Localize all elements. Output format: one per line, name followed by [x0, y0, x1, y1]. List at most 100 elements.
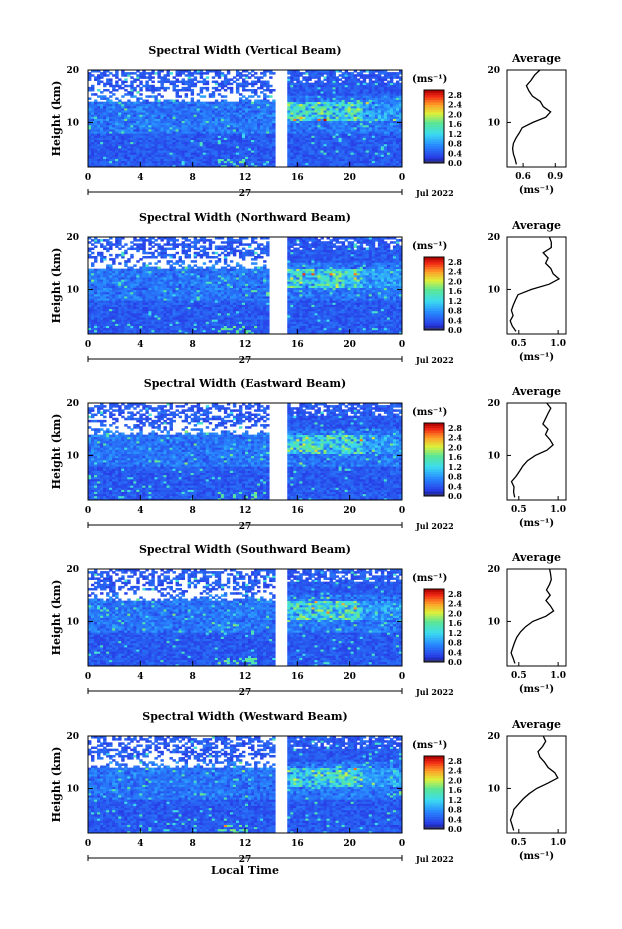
heatmap-cell: [151, 270, 155, 274]
heatmap-cell: [139, 302, 143, 305]
heatmap-cell: [248, 124, 252, 128]
heatmap-cell: [181, 160, 186, 164]
heatmap-cell: [100, 260, 104, 263]
heatmap-cell: [91, 239, 95, 242]
heatmap-cell: [88, 289, 92, 293]
heatmap-cell: [335, 107, 339, 111]
heatmap-cell: [163, 88, 167, 92]
heatmap-cell: [220, 135, 225, 138]
heatmap-cell: [323, 101, 327, 105]
heatmap-cell: [347, 158, 352, 162]
heatmap-cell: [235, 122, 240, 126]
heatmap-cell: [257, 112, 261, 115]
heatmap-cell: [395, 162, 400, 166]
heatmap-cell: [377, 70, 382, 73]
heatmap-cell: [115, 148, 119, 151]
heatmap-cell: [154, 323, 158, 326]
colorbar-swatch: [424, 126, 444, 130]
heatmap-cell: [163, 99, 167, 103]
heatmap-cell: [311, 122, 315, 126]
heatmap-cell: [359, 93, 364, 96]
heatmap-cell: [88, 323, 92, 326]
heatmap-cell: [97, 308, 101, 312]
heatmap-cell: [148, 287, 152, 291]
heatmap-cell: [154, 118, 158, 122]
heatmap-cell: [130, 101, 134, 105]
heatmap-cell: [91, 296, 95, 299]
heatmap-cell: [341, 150, 346, 153]
heatmap-cell: [133, 145, 137, 149]
heatmap-cell: [356, 107, 361, 111]
heatmap-cell: [368, 118, 373, 122]
heatmap-cell: [371, 143, 376, 147]
heatmap-cell: [317, 137, 321, 140]
heatmap-cell: [326, 93, 330, 96]
heatmap-cell: [118, 162, 122, 166]
heatmap-cell: [257, 95, 261, 98]
heatmap-cell: [208, 139, 213, 143]
heatmap-cell: [112, 258, 116, 261]
heatmap-cell: [91, 325, 95, 329]
heatmap-cell: [148, 139, 152, 143]
heatmap-cell: [223, 107, 228, 111]
heatmap-cell: [202, 145, 207, 149]
heatmap-cell: [241, 118, 246, 122]
heatmap-cell: [241, 152, 246, 155]
heatmap-cell: [305, 76, 309, 79]
heatmap-cell: [100, 306, 104, 310]
heatmap-cell: [121, 124, 125, 128]
heatmap-cell: [88, 118, 92, 122]
heatmap-cell: [130, 315, 134, 318]
heatmap-cell: [290, 143, 294, 147]
heatmap-cell: [154, 110, 158, 113]
heatmap-cell: [91, 272, 95, 276]
heatmap-cell: [217, 133, 222, 136]
heatmap-cell: [172, 116, 176, 119]
heatmap-cell: [389, 76, 394, 79]
heatmap-cell: [136, 74, 140, 77]
heatmap-cell: [136, 315, 140, 318]
heatmap-cell: [202, 101, 207, 105]
heatmap-cell: [362, 135, 367, 138]
heatmap-cell: [392, 150, 397, 153]
heatmap-cell: [344, 105, 349, 109]
heatmap-cell: [130, 122, 134, 126]
heatmap-cell: [169, 160, 173, 164]
heatmap-cell: [302, 120, 306, 124]
heatmap-cell: [269, 118, 273, 122]
heatmap-cell: [148, 84, 152, 88]
heatmap-cell: [238, 93, 243, 96]
heatmap-cell: [311, 110, 315, 113]
heatmap-cell: [392, 133, 397, 136]
heatmap-cell: [115, 156, 119, 159]
heatmap-cell: [266, 162, 270, 166]
heatmap-cell: [100, 114, 104, 117]
heatmap-cell: [374, 86, 379, 90]
heatmap-cell: [109, 84, 113, 88]
heatmap-cell: [299, 129, 303, 132]
heatmap-cell: [97, 74, 101, 77]
heatmap-cell: [118, 247, 122, 251]
heatmap-cell: [368, 164, 373, 168]
heatmap-cell: [217, 158, 222, 162]
heatmap-cell: [106, 164, 110, 168]
heatmap-cell: [217, 112, 222, 115]
heatmap-cell: [88, 247, 92, 251]
heatmap-cell: [193, 78, 198, 81]
heatmap-cell: [254, 156, 258, 159]
heatmap-cell: [272, 126, 276, 130]
heatmap-cell: [311, 101, 315, 105]
heatmap-cell: [359, 105, 364, 109]
heatmap-cell: [121, 152, 125, 155]
heatmap-cell: [386, 154, 391, 157]
heatmap-cell: [187, 105, 192, 109]
heatmap-cell: [341, 95, 346, 98]
heatmap-cell: [229, 148, 234, 151]
heatmap-cell: [323, 150, 327, 153]
heatmap-cell: [88, 331, 92, 335]
heatmap-cell: [329, 103, 333, 107]
heatmap-cell: [163, 80, 167, 84]
heatmap-cell: [202, 154, 207, 157]
heatmap-cell: [127, 135, 131, 138]
heatmap-cell: [88, 126, 92, 130]
